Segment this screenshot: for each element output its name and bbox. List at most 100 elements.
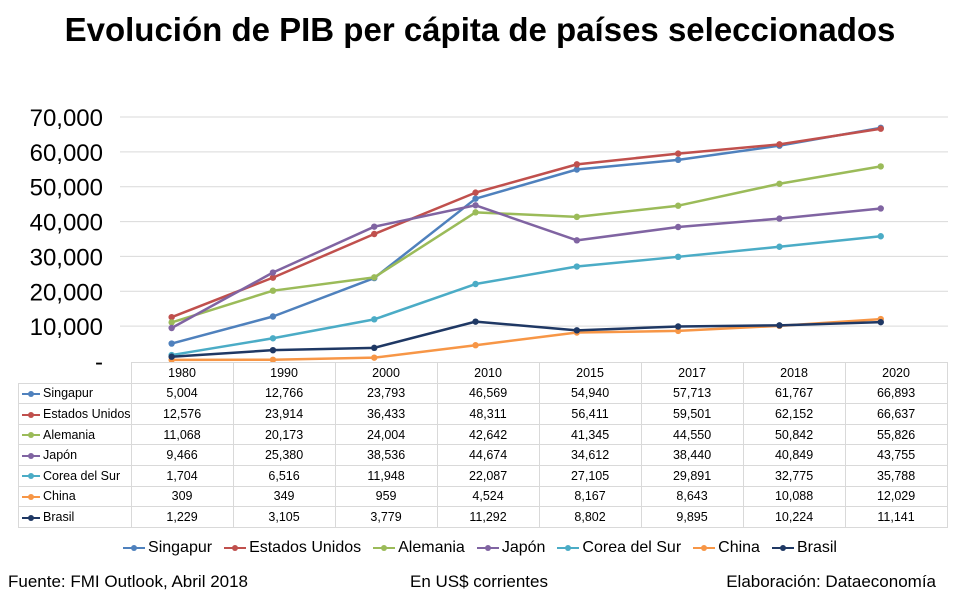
gridlines	[120, 116, 948, 327]
series-marker-icon	[373, 543, 396, 553]
data-label: 11,141	[844, 506, 948, 528]
table-row-label: Japón	[18, 444, 132, 466]
data-label: 11,948	[334, 464, 438, 487]
x-category-label: 2020	[844, 362, 948, 384]
data-point	[168, 319, 175, 326]
data-label: 1,229	[130, 506, 234, 528]
data-point	[371, 230, 378, 238]
data-point	[371, 274, 378, 281]
series-line	[171, 320, 881, 358]
data-point	[269, 269, 277, 276]
data-label: 42,642	[436, 423, 540, 446]
data-label: 36,433	[334, 403, 438, 425]
data-label: 23,914	[232, 403, 336, 425]
data-label: 5,004	[130, 382, 234, 405]
data-point	[472, 189, 479, 196]
data-label: 44,550	[640, 423, 744, 446]
y-tick-label: 10,000	[30, 314, 103, 341]
data-point	[269, 356, 277, 363]
data-label: 8,643	[640, 485, 744, 508]
series-estados-unidos	[168, 125, 884, 321]
x-category-label: 1980	[130, 362, 234, 384]
data-point	[472, 280, 479, 288]
legend-entry: Brasil	[771, 539, 837, 557]
data-label: 9,466	[130, 444, 234, 466]
data-point	[776, 180, 783, 187]
data-point	[674, 202, 682, 209]
data-label: 27,105	[538, 464, 642, 487]
table-row-label: Alemania	[18, 423, 132, 446]
legend-entry: Estados Unidos	[224, 539, 361, 557]
legend: Singapur Estados Unidos Alemania Japón Corea…	[0, 539, 960, 557]
series-marker-icon	[771, 543, 794, 553]
data-point	[877, 163, 884, 170]
series-line	[171, 165, 881, 324]
data-label: 11,292	[436, 506, 540, 528]
data-label: 43,755	[844, 444, 948, 466]
data-point	[269, 274, 277, 281]
x-category-label: 2015	[538, 362, 642, 384]
legend-entry: Singapur	[123, 539, 212, 557]
table-row-label: Brasil	[18, 506, 132, 528]
series-marker-icon	[22, 471, 40, 481]
series-name: Estados Unidos	[43, 406, 131, 421]
series-marker-icon	[22, 492, 40, 502]
series-line	[171, 204, 881, 330]
data-point	[674, 323, 682, 330]
data-point	[674, 150, 682, 157]
data-point	[168, 324, 175, 332]
data-label: 29,891	[640, 464, 744, 487]
table-row-label: China	[18, 485, 132, 508]
data-point	[877, 125, 884, 132]
data-point	[168, 353, 175, 360]
x-category-label: 2017	[640, 362, 744, 384]
y-tick-label: 20,000	[30, 279, 103, 306]
data-label: 46,569	[436, 382, 540, 405]
series-name: Corea del Sur	[43, 468, 121, 483]
series-marker-icon	[22, 389, 40, 399]
legend-entry: Alemania	[373, 539, 465, 557]
table-row: Brasil 1,229 3,105 3,779 11,292 8,802 9,895 10,…	[18, 506, 948, 528]
table-header-row: 1980 1990 2000 2010 2015 2017 2018 2020	[18, 362, 948, 384]
source-note: Fuente: FMI Outlook, Abril 2018	[8, 572, 249, 591]
series-name: Japón	[43, 448, 78, 463]
units-note: En US$ corrientes	[410, 572, 548, 591]
y-tick-label: 60,000	[30, 140, 103, 167]
table-corner	[18, 362, 132, 384]
data-label: 38,536	[334, 444, 438, 466]
data-label: 4,524	[436, 485, 540, 508]
data-label: 9,895	[640, 506, 744, 528]
data-point	[877, 205, 884, 212]
data-point	[776, 141, 783, 148]
legend-label: Brasil	[796, 539, 837, 556]
data-label: 41,345	[538, 423, 642, 446]
series-marker-icon	[557, 543, 580, 553]
legend-label: Singapur	[148, 539, 213, 556]
series-singapur	[168, 124, 884, 347]
data-label: 3,779	[334, 506, 438, 528]
data-label: 309	[130, 485, 234, 508]
data-point	[269, 346, 277, 354]
series-corea-del-sur	[168, 233, 884, 359]
data-label: 40,849	[742, 444, 846, 466]
x-category-label: 2018	[742, 362, 846, 384]
legend-entry: Japón	[476, 539, 545, 557]
series-japón	[168, 202, 884, 332]
table-row: Corea del Sur 1,704 6,516 11,948 22,087 27,10…	[18, 464, 948, 487]
data-label: 56,411	[538, 403, 642, 425]
legend-label: Corea del Sur	[582, 539, 682, 556]
y-tick-label: 70,000	[30, 105, 103, 132]
y-tick-label: 40,000	[30, 210, 103, 237]
data-label: 23,793	[334, 382, 438, 405]
series-line	[171, 235, 881, 357]
series-marker-icon	[123, 543, 146, 553]
table-row: Singapur 5,004 12,766 23,793 46,569 54,940 57,…	[18, 382, 948, 405]
legend-label: Estados Unidos	[249, 539, 362, 556]
data-point	[573, 166, 581, 173]
series-marker-icon	[22, 430, 40, 440]
data-label: 8,802	[538, 506, 642, 528]
table-row-label: Corea del Sur	[18, 464, 132, 487]
data-point	[371, 223, 378, 230]
data-label: 25,380	[232, 444, 336, 466]
